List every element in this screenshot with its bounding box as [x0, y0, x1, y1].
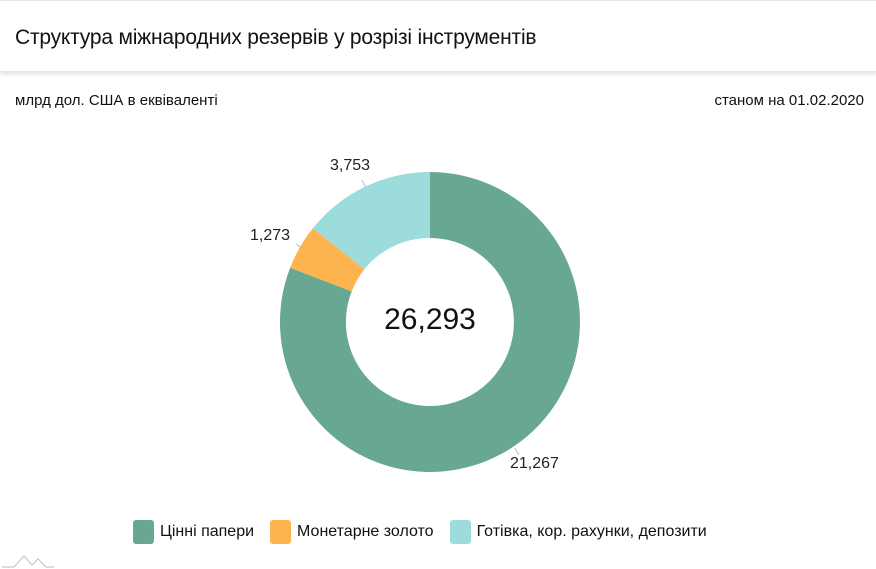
- legend-label: Цінні папери: [160, 523, 255, 540]
- legend-label: Готівка, кор. рахунки, депозити: [476, 523, 707, 540]
- legend: Цінні папери Монетарне золото Готівка, к…: [133, 520, 723, 544]
- leader-line: [295, 243, 303, 249]
- slice-cash[interactable]: [312, 172, 430, 270]
- label-cash: 3,753: [330, 157, 371, 174]
- date-label: станом на 01.02.2020: [714, 92, 864, 109]
- slice-securities[interactable]: [279, 172, 580, 472]
- legend-item-cash[interactable]: Готівка, кор. рахунки, депозити: [449, 520, 707, 544]
- legend-item-gold[interactable]: Монетарне золото: [270, 520, 434, 544]
- legend-swatch: [133, 520, 154, 544]
- legend-label: Монетарне золото: [297, 523, 434, 540]
- leader-line: [514, 447, 520, 456]
- legend-swatch: [270, 520, 292, 544]
- slice-gold[interactable]: [290, 228, 365, 292]
- units-label: млрд дол. США в еквіваленті: [15, 92, 218, 109]
- header-bar: Структура міжнародних резервів у розрізі…: [0, 0, 876, 72]
- label-securities: 21,267: [510, 455, 559, 472]
- legend-item-securities[interactable]: Цінні папери: [133, 520, 254, 544]
- leader-line: [361, 179, 367, 189]
- total-label: 26,293: [384, 303, 476, 336]
- label-gold: 1,273: [250, 227, 291, 244]
- page-title: Структура міжнародних резервів у розрізі…: [15, 26, 537, 49]
- legend-swatch: [449, 520, 471, 544]
- mountain-logo-icon: [2, 555, 54, 568]
